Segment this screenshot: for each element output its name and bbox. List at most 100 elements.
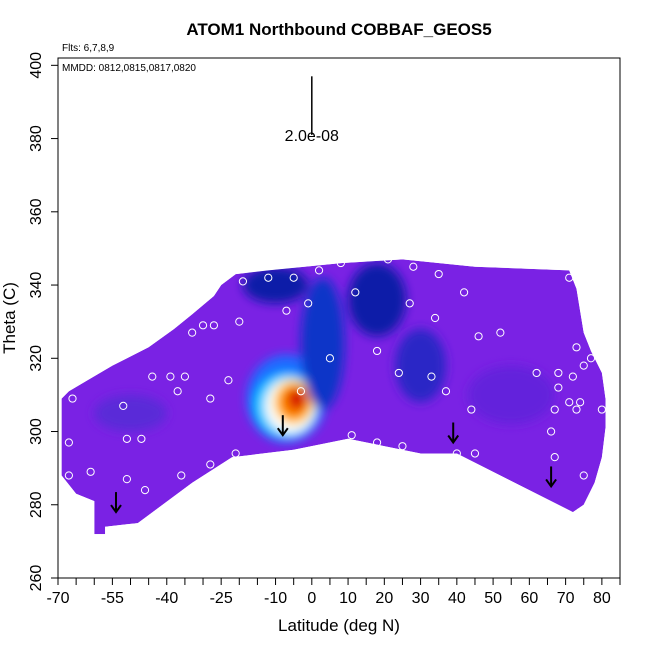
- observation-point: [579, 361, 588, 370]
- observation-point: [550, 405, 559, 414]
- trajectory-arrow: [110, 492, 122, 514]
- observation-point: [459, 288, 469, 297]
- observation-point: [231, 449, 240, 458]
- observation-point: [565, 398, 574, 407]
- observation-point: [68, 394, 77, 403]
- observation-point: [140, 486, 150, 495]
- observation-point: [296, 387, 306, 396]
- observation-point: [554, 368, 563, 378]
- flights-info: Flts: 6,7,8,9: [62, 43, 115, 54]
- plot-frame: [57, 57, 621, 579]
- observation-point: [209, 321, 219, 330]
- observation-point: [282, 306, 291, 315]
- observation-point: [122, 475, 131, 484]
- field-patch: [348, 263, 407, 337]
- observation-point: [372, 438, 382, 447]
- observation-point: [235, 317, 244, 326]
- observation-point: [565, 273, 574, 282]
- observation-point: [188, 328, 197, 337]
- observation-point: [137, 434, 146, 443]
- observation-point: [173, 387, 182, 396]
- observation-point: [470, 449, 480, 458]
- x-tick-label: 0: [307, 590, 316, 607]
- observation-point: [325, 354, 335, 363]
- observation-point: [224, 376, 233, 385]
- observation-point: [568, 372, 577, 381]
- theta-latitude-field: [61, 259, 606, 535]
- observation-point: [572, 343, 581, 352]
- trajectory-arrow: [276, 415, 289, 437]
- observation-point: [576, 507, 585, 517]
- y-tick-label: 360: [28, 198, 45, 225]
- mmdd-info: MMDD: 0812,0815,0817,0820: [62, 63, 196, 74]
- observation-point: [358, 251, 367, 260]
- observation-point: [554, 383, 563, 392]
- x-axis-title: Latitude (deg N): [278, 616, 400, 635]
- x-tick-label: 10: [339, 590, 357, 607]
- observation-point: [405, 299, 414, 308]
- field-patch: [467, 365, 555, 425]
- trajectory-arrow: [447, 422, 460, 445]
- observation-point: [398, 442, 407, 451]
- field-patch: [242, 266, 309, 304]
- observation-point: [434, 269, 443, 279]
- observation-point: [86, 467, 95, 476]
- x-tick-label: 50: [484, 590, 502, 607]
- observation-point: [64, 438, 73, 447]
- observation-point: [452, 449, 461, 458]
- observation-point: [597, 405, 606, 414]
- observation-point: [579, 471, 588, 480]
- x-tick-label: -70: [46, 590, 69, 607]
- field-patch: [94, 394, 167, 432]
- observation-point: [427, 372, 436, 381]
- observation-point: [467, 405, 476, 414]
- observation-point: [532, 368, 541, 378]
- observation-point: [289, 273, 298, 282]
- x-tick-label: 40: [448, 590, 466, 607]
- y-tick-label: 260: [28, 565, 45, 592]
- x-tick-label: -10: [264, 590, 287, 607]
- trajectory-arrow: [545, 466, 557, 489]
- scale-bar-label: 2.0e-08: [285, 128, 339, 145]
- field-color-patches: [94, 263, 555, 443]
- observation-point: [180, 372, 190, 381]
- observation-point: [474, 332, 483, 341]
- trajectory-arrows: [110, 415, 557, 514]
- observation-point: [572, 405, 581, 414]
- observation-point: [304, 299, 313, 308]
- observation-point: [264, 273, 273, 282]
- y-tick-label: 320: [28, 345, 45, 372]
- x-tick-label: -40: [155, 590, 178, 607]
- plot-area: [61, 76, 606, 535]
- y-tick-label: 300: [28, 418, 45, 445]
- observation-point: [238, 277, 248, 286]
- observation-point: [148, 372, 157, 381]
- observation-point: [198, 321, 208, 330]
- observation-point: [177, 471, 186, 480]
- observation-point: [347, 431, 356, 440]
- observation-point: [64, 471, 73, 480]
- observation-markers: [64, 251, 606, 517]
- chart-title: ATOM1 Northbound COBBAF_GEOS5: [186, 20, 491, 39]
- field-patch: [288, 387, 307, 410]
- observation-point: [119, 401, 128, 410]
- field-patch: [300, 277, 345, 410]
- observation-point: [586, 354, 596, 363]
- x-tick-label: -55: [101, 590, 124, 607]
- observation-point: [314, 266, 324, 275]
- observation-point: [122, 434, 131, 443]
- y-tick-label: 400: [28, 52, 45, 79]
- observation-point: [394, 368, 403, 378]
- y-tick-label: 280: [28, 491, 45, 518]
- observation-point: [166, 372, 175, 381]
- observation-point: [441, 387, 451, 396]
- observation-point: [336, 258, 345, 268]
- observation-point: [496, 328, 505, 337]
- observation-point: [550, 453, 559, 462]
- x-tick-label: 70: [557, 590, 575, 607]
- observation-point: [547, 427, 556, 436]
- observation-point: [206, 394, 215, 403]
- x-tick-label: 60: [520, 590, 538, 607]
- field-patch: [395, 328, 446, 403]
